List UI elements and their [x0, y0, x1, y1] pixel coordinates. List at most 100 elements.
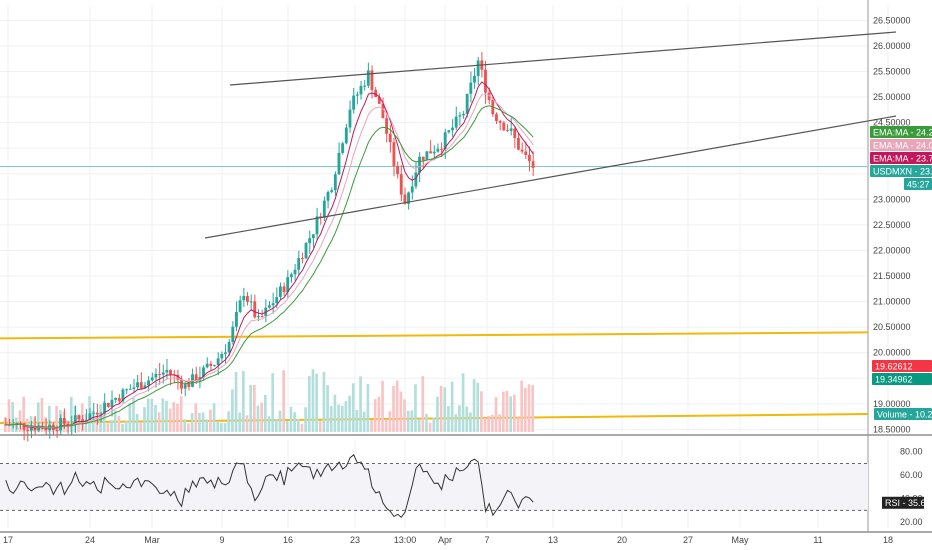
candle-body[interactable]: [502, 122, 506, 131]
candle-body[interactable]: [81, 419, 85, 423]
candle-body[interactable]: [304, 243, 308, 259]
candle-body[interactable]: [326, 191, 330, 201]
candle-body[interactable]: [66, 423, 70, 426]
candle-body[interactable]: [355, 94, 359, 96]
horizontal-level-line[interactable]: [0, 331, 869, 340]
candle-body[interactable]: [476, 60, 480, 76]
candle-body[interactable]: [187, 383, 191, 387]
candle-body[interactable]: [377, 97, 381, 104]
candle-body[interactable]: [513, 128, 517, 138]
candle-body[interactable]: [169, 370, 172, 375]
candle-body[interactable]: [59, 417, 63, 431]
candle-body[interactable]: [432, 151, 436, 154]
candle-body[interactable]: [315, 216, 319, 235]
candle-body[interactable]: [484, 69, 487, 93]
candle-body[interactable]: [4, 424, 8, 426]
candle-body[interactable]: [205, 363, 209, 368]
candle-body[interactable]: [88, 413, 92, 420]
candle-body[interactable]: [311, 234, 315, 239]
candle-body[interactable]: [26, 429, 30, 431]
candle-body[interactable]: [366, 70, 370, 86]
candle-body[interactable]: [469, 82, 473, 94]
candle-body[interactable]: [286, 277, 290, 292]
candle-body[interactable]: [194, 374, 198, 382]
candle-body[interactable]: [418, 156, 421, 173]
candle-body[interactable]: [495, 114, 498, 121]
candle-body[interactable]: [300, 258, 304, 260]
candle-body[interactable]: [37, 425, 41, 431]
candle-body[interactable]: [99, 413, 103, 415]
candle-body[interactable]: [253, 301, 257, 318]
candle-body[interactable]: [322, 200, 326, 218]
candle-body[interactable]: [103, 403, 107, 414]
candle-body[interactable]: [454, 116, 458, 128]
candle-body[interactable]: [209, 363, 213, 367]
candle-body[interactable]: [202, 367, 205, 377]
candle-body[interactable]: [220, 353, 224, 359]
candle-body[interactable]: [370, 70, 374, 90]
candle-body[interactable]: [278, 286, 282, 298]
candle-body[interactable]: [275, 297, 279, 304]
candle-body[interactable]: [147, 380, 150, 386]
candle-body[interactable]: [282, 286, 286, 292]
candle-body[interactable]: [77, 415, 81, 420]
candle-body[interactable]: [245, 296, 249, 302]
candle-body[interactable]: [473, 75, 476, 83]
candle-body[interactable]: [154, 373, 158, 378]
candle-body[interactable]: [440, 148, 443, 150]
candle-body[interactable]: [128, 388, 132, 390]
candle-body[interactable]: [249, 301, 253, 303]
candle-body[interactable]: [271, 303, 275, 306]
candle-body[interactable]: [216, 358, 220, 366]
candle-body[interactable]: [465, 93, 469, 114]
candle-body[interactable]: [132, 387, 136, 389]
candle-body[interactable]: [399, 174, 403, 195]
candle-body[interactable]: [150, 377, 154, 381]
candle-body[interactable]: [95, 412, 99, 415]
candle-body[interactable]: [509, 128, 513, 131]
candle-body[interactable]: [180, 379, 183, 389]
candle-body[interactable]: [106, 403, 110, 407]
candle-body[interactable]: [374, 89, 378, 98]
candle-body[interactable]: [238, 300, 242, 312]
candle-body[interactable]: [425, 151, 429, 161]
candle-body[interactable]: [506, 130, 509, 132]
candle-body[interactable]: [139, 382, 143, 389]
candle-body[interactable]: [381, 103, 385, 119]
candle-body[interactable]: [110, 399, 114, 407]
candle-body[interactable]: [330, 190, 334, 192]
candle-body[interactable]: [451, 127, 454, 131]
candle-body[interactable]: [462, 113, 465, 116]
candle-body[interactable]: [308, 238, 312, 244]
candle-body[interactable]: [289, 274, 293, 278]
candle-body[interactable]: [224, 352, 227, 354]
candle-body[interactable]: [213, 365, 216, 367]
candle-body[interactable]: [436, 148, 440, 152]
candle-body[interactable]: [235, 311, 238, 327]
candle-body[interactable]: [161, 372, 165, 375]
candle-body[interactable]: [414, 172, 418, 187]
candle-body[interactable]: [487, 92, 491, 100]
upper-trendline[interactable]: [229, 31, 897, 86]
candle-body[interactable]: [520, 149, 524, 152]
candle-body[interactable]: [385, 118, 389, 134]
candle-body[interactable]: [165, 370, 169, 373]
candle-body[interactable]: [176, 374, 180, 380]
candle-body[interactable]: [447, 130, 451, 133]
candle-body[interactable]: [15, 423, 19, 425]
candle-body[interactable]: [341, 143, 345, 153]
candle-body[interactable]: [458, 115, 462, 117]
candle-body[interactable]: [33, 427, 37, 431]
candle-body[interactable]: [527, 154, 531, 162]
candle-body[interactable]: [410, 186, 414, 193]
candle-body[interactable]: [333, 174, 337, 191]
candle-body[interactable]: [403, 194, 407, 204]
candle-body[interactable]: [267, 305, 271, 308]
candle-body[interactable]: [297, 258, 301, 270]
candle-body[interactable]: [396, 166, 400, 175]
candle-body[interactable]: [516, 137, 520, 150]
candle-body[interactable]: [183, 383, 187, 389]
candle-body[interactable]: [359, 85, 363, 95]
candle-body[interactable]: [22, 423, 26, 430]
